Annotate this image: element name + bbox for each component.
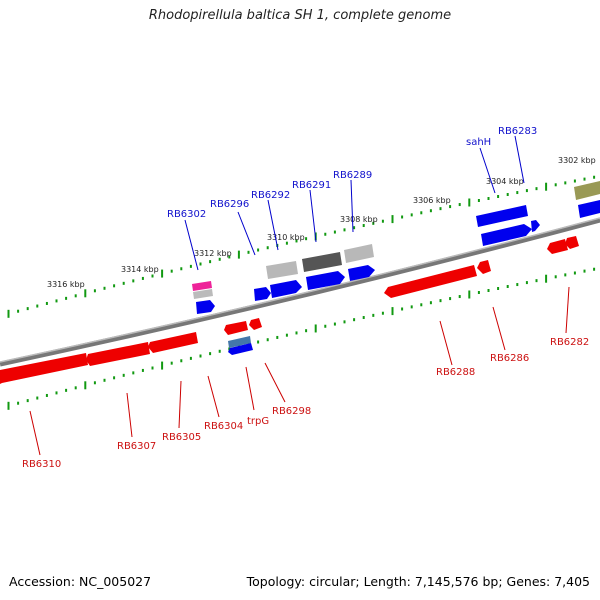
gene-arrow[interactable] [547, 239, 568, 254]
leader-line [565, 286, 570, 334]
gene-arrow[interactable] [249, 318, 262, 330]
gene-label[interactable]: RB6307 [117, 441, 156, 452]
gene-arrow[interactable] [344, 244, 374, 263]
gene-arrow[interactable] [266, 261, 298, 279]
gene-arrow[interactable] [148, 332, 198, 353]
gene-label[interactable]: RB6282 [550, 337, 589, 348]
gene-label[interactable]: RB6286 [490, 353, 529, 364]
leader-lines [29, 135, 570, 456]
scale-labels: 3316 kbp 3314 kbp 3312 kbp 3310 kbp 3308… [47, 156, 596, 289]
gene-arrow[interactable] [306, 271, 345, 290]
tick-label: 3310 kbp [267, 233, 305, 242]
gene-arrow[interactable] [477, 260, 491, 274]
gene-arrow[interactable] [86, 342, 150, 366]
leader-line [350, 179, 354, 233]
gene-arrow[interactable] [193, 289, 213, 299]
tick-label: 3312 kbp [194, 249, 232, 258]
gene-label[interactable]: RB6292 [251, 190, 290, 201]
gene-arrow[interactable] [574, 181, 600, 200]
gene-arrow[interactable] [228, 343, 253, 355]
leader-line [267, 199, 279, 251]
gene-arrow[interactable] [302, 252, 342, 272]
tick-label: 3316 kbp [47, 280, 85, 289]
reverse-strand-genes [0, 236, 579, 384]
leader-line [126, 392, 133, 438]
gene-labels-forward: RB6302 RB6296 RB6292 RB6291 RB6289 sahH … [167, 126, 537, 220]
gene-label[interactable]: RB6310 [22, 459, 61, 470]
topology-text: Topology: circular; Length: 7,145,576 bp… [246, 574, 590, 589]
gene-arrow[interactable] [481, 224, 532, 246]
leader-line [492, 306, 506, 351]
leader-line [207, 375, 220, 418]
gene-label[interactable]: RB6289 [333, 170, 372, 181]
leader-line [245, 366, 255, 411]
gene-arrow[interactable] [476, 205, 528, 227]
gene-label[interactable]: trpG [247, 416, 269, 427]
tick-label: 3306 kbp [413, 196, 451, 205]
leader-line [178, 380, 182, 429]
gene-arrow[interactable] [224, 321, 248, 335]
gene-label[interactable]: RB6302 [167, 209, 206, 220]
gene-label[interactable]: RB6283 [498, 126, 537, 137]
gene-label[interactable]: RB6288 [436, 367, 475, 378]
gene-arrow[interactable] [531, 220, 540, 232]
map-title: Rhodopirellula baltica SH 1, complete ge… [148, 8, 452, 23]
outer-tick-ring [7, 175, 596, 318]
genome-backbone-highlight [0, 217, 600, 363]
gene-label[interactable]: sahH [466, 137, 491, 148]
gene-arrow[interactable] [228, 336, 251, 348]
leader-line [264, 362, 286, 403]
leader-line [479, 147, 496, 194]
gene-label[interactable]: RB6291 [292, 180, 331, 191]
gene-arrow[interactable] [196, 300, 215, 314]
leader-line [29, 410, 41, 456]
leader-line [309, 189, 317, 243]
accession-text: Accession: NC_005027 [9, 574, 152, 589]
gene-arrow[interactable] [578, 200, 600, 218]
gene-arrow[interactable] [565, 236, 579, 249]
gene-arrow[interactable] [254, 287, 271, 301]
gene-labels-reverse: RB6310 RB6307 RB6305 RB6304 trpG RB6298 … [22, 337, 589, 470]
leader-line [237, 211, 256, 256]
genome-backbone [0, 217, 600, 367]
gene-arrow[interactable] [384, 265, 477, 298]
inner-tick-ring [7, 267, 596, 410]
gene-label[interactable]: RB6296 [210, 199, 249, 210]
tick-label: 3302 kbp [558, 156, 596, 165]
tick-label: 3314 kbp [121, 265, 159, 274]
leader-line [439, 320, 453, 366]
gene-arrow[interactable] [192, 281, 212, 291]
forward-strand-genes [192, 181, 600, 314]
gene-arrow[interactable] [348, 265, 375, 281]
leader-line [514, 135, 525, 184]
tick-label: 3304 kbp [486, 177, 524, 186]
leader-line [184, 219, 199, 271]
gene-arrow[interactable] [270, 280, 302, 298]
gene-label[interactable]: RB6304 [204, 421, 243, 432]
gene-arrow[interactable] [0, 353, 88, 384]
gene-label[interactable]: RB6305 [162, 432, 201, 443]
gene-label[interactable]: RB6298 [272, 406, 311, 417]
tick-label: 3308 kbp [340, 215, 378, 224]
